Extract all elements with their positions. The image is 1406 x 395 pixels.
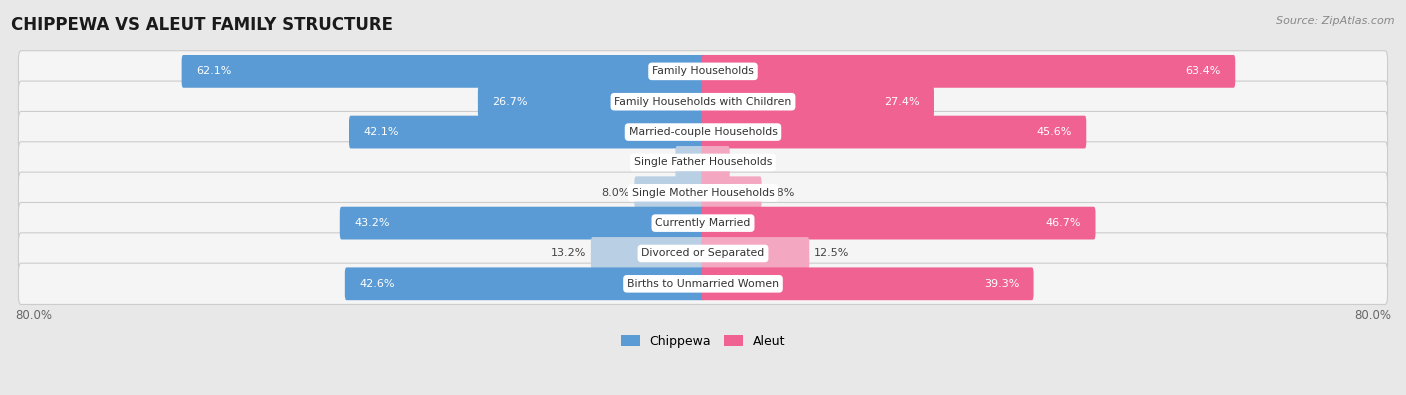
FancyBboxPatch shape bbox=[702, 55, 1236, 88]
Text: Family Households: Family Households bbox=[652, 66, 754, 76]
Text: 42.6%: 42.6% bbox=[359, 279, 395, 289]
FancyBboxPatch shape bbox=[702, 116, 1087, 149]
FancyBboxPatch shape bbox=[18, 142, 1388, 183]
Text: Births to Unmarried Women: Births to Unmarried Women bbox=[627, 279, 779, 289]
Text: Single Mother Households: Single Mother Households bbox=[631, 188, 775, 198]
FancyBboxPatch shape bbox=[18, 51, 1388, 92]
FancyBboxPatch shape bbox=[18, 81, 1388, 122]
Text: Currently Married: Currently Married bbox=[655, 218, 751, 228]
Text: CHIPPEWA VS ALEUT FAMILY STRUCTURE: CHIPPEWA VS ALEUT FAMILY STRUCTURE bbox=[11, 16, 394, 34]
Text: 42.1%: 42.1% bbox=[363, 127, 399, 137]
FancyBboxPatch shape bbox=[340, 207, 704, 239]
FancyBboxPatch shape bbox=[702, 85, 934, 118]
Text: 12.5%: 12.5% bbox=[814, 248, 849, 258]
Text: 3.1%: 3.1% bbox=[643, 158, 671, 167]
FancyBboxPatch shape bbox=[478, 85, 704, 118]
FancyBboxPatch shape bbox=[702, 267, 1033, 300]
FancyBboxPatch shape bbox=[349, 116, 704, 149]
FancyBboxPatch shape bbox=[181, 55, 704, 88]
Legend: Chippewa, Aleut: Chippewa, Aleut bbox=[616, 330, 790, 353]
FancyBboxPatch shape bbox=[18, 233, 1388, 274]
Text: 63.4%: 63.4% bbox=[1185, 66, 1220, 76]
Text: 8.0%: 8.0% bbox=[600, 188, 630, 198]
Text: 27.4%: 27.4% bbox=[884, 97, 920, 107]
FancyBboxPatch shape bbox=[634, 177, 704, 209]
Text: Source: ZipAtlas.com: Source: ZipAtlas.com bbox=[1277, 16, 1395, 26]
Text: 45.6%: 45.6% bbox=[1036, 127, 1071, 137]
Text: Family Households with Children: Family Households with Children bbox=[614, 97, 792, 107]
Text: 13.2%: 13.2% bbox=[551, 248, 586, 258]
Text: 43.2%: 43.2% bbox=[354, 218, 389, 228]
Text: 46.7%: 46.7% bbox=[1046, 218, 1081, 228]
FancyBboxPatch shape bbox=[18, 203, 1388, 244]
Text: 26.7%: 26.7% bbox=[492, 97, 527, 107]
FancyBboxPatch shape bbox=[702, 146, 730, 179]
FancyBboxPatch shape bbox=[702, 177, 762, 209]
FancyBboxPatch shape bbox=[18, 111, 1388, 153]
FancyBboxPatch shape bbox=[18, 172, 1388, 213]
FancyBboxPatch shape bbox=[702, 207, 1095, 239]
Text: Divorced or Separated: Divorced or Separated bbox=[641, 248, 765, 258]
FancyBboxPatch shape bbox=[591, 237, 704, 270]
Text: Single Father Households: Single Father Households bbox=[634, 158, 772, 167]
Text: 39.3%: 39.3% bbox=[984, 279, 1019, 289]
FancyBboxPatch shape bbox=[675, 146, 704, 179]
Text: 6.8%: 6.8% bbox=[766, 188, 794, 198]
FancyBboxPatch shape bbox=[18, 263, 1388, 305]
FancyBboxPatch shape bbox=[344, 267, 704, 300]
Text: 3.0%: 3.0% bbox=[735, 158, 763, 167]
Text: 62.1%: 62.1% bbox=[195, 66, 231, 76]
Text: Married-couple Households: Married-couple Households bbox=[628, 127, 778, 137]
FancyBboxPatch shape bbox=[702, 237, 810, 270]
